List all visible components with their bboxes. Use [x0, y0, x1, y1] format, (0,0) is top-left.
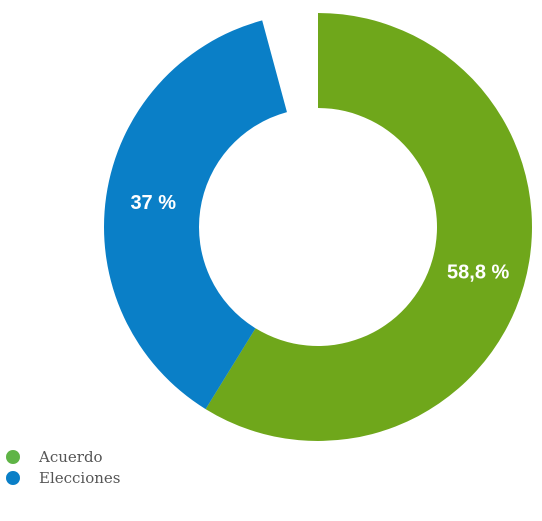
legend-item-acuerdo[interactable]: Acuerdo — [6, 446, 121, 467]
data-label-acuerdo: 58,8 % — [447, 261, 509, 283]
legend-item-elecciones[interactable]: Elecciones — [6, 467, 121, 488]
data-label-elecciones: 37 % — [130, 192, 176, 214]
slices-group — [104, 13, 533, 441]
legend-label-acuerdo: Acuerdo — [39, 447, 103, 466]
slice-acuerdo[interactable] — [205, 13, 533, 441]
legend-label-elecciones: Elecciones — [39, 468, 121, 487]
slice-elecciones[interactable] — [104, 20, 287, 410]
labels-group: 58,8 % 37 % — [130, 192, 509, 283]
legend: Acuerdo Elecciones — [6, 446, 121, 488]
legend-swatch-acuerdo — [6, 449, 20, 464]
legend-swatch-elecciones — [6, 470, 20, 485]
